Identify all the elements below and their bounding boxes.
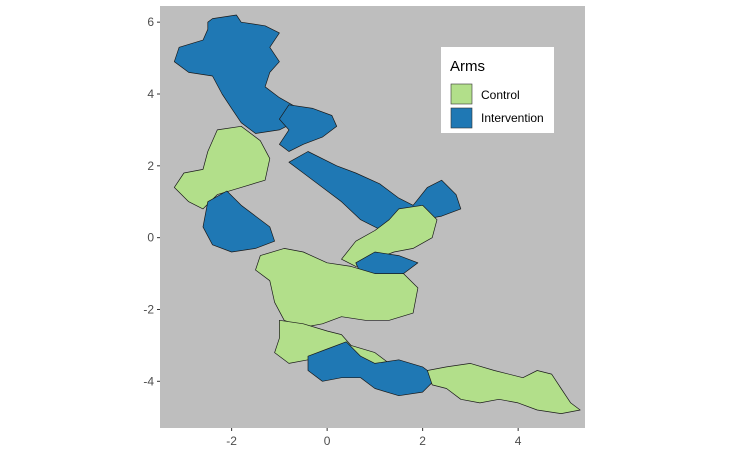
region-intervention-1 [279, 104, 338, 152]
x-tick-label: 0 [324, 434, 331, 448]
legend-title: Arms [450, 58, 485, 75]
y-tick-label: 6 [147, 15, 154, 29]
y-tick-label: -2 [143, 302, 154, 316]
x-axis: -2 0 2 4 [226, 428, 522, 448]
x-tick-label: 4 [515, 434, 522, 448]
legend: Arms Control Intervention [441, 47, 554, 133]
y-axis: -4 -2 0 2 4 6 [143, 15, 160, 388]
region-control-7 [255, 248, 419, 328]
legend-label-control: Control [481, 88, 520, 102]
legend-key-intervention [450, 107, 473, 129]
y-tick-label: -4 [143, 374, 154, 388]
y-tick-label: 2 [147, 159, 154, 173]
x-tick-label: 2 [419, 434, 426, 448]
region-intervention-9 [307, 341, 438, 397]
regions-layer [173, 14, 581, 414]
y-tick-label: 4 [147, 87, 154, 101]
x-tick-label: -2 [226, 434, 237, 448]
region-intervention-4 [202, 190, 275, 253]
legend-label-intervention: Intervention [481, 111, 544, 125]
legend-key-control [450, 83, 473, 105]
region-control-10 [427, 363, 581, 414]
y-tick-label: 0 [147, 231, 154, 245]
